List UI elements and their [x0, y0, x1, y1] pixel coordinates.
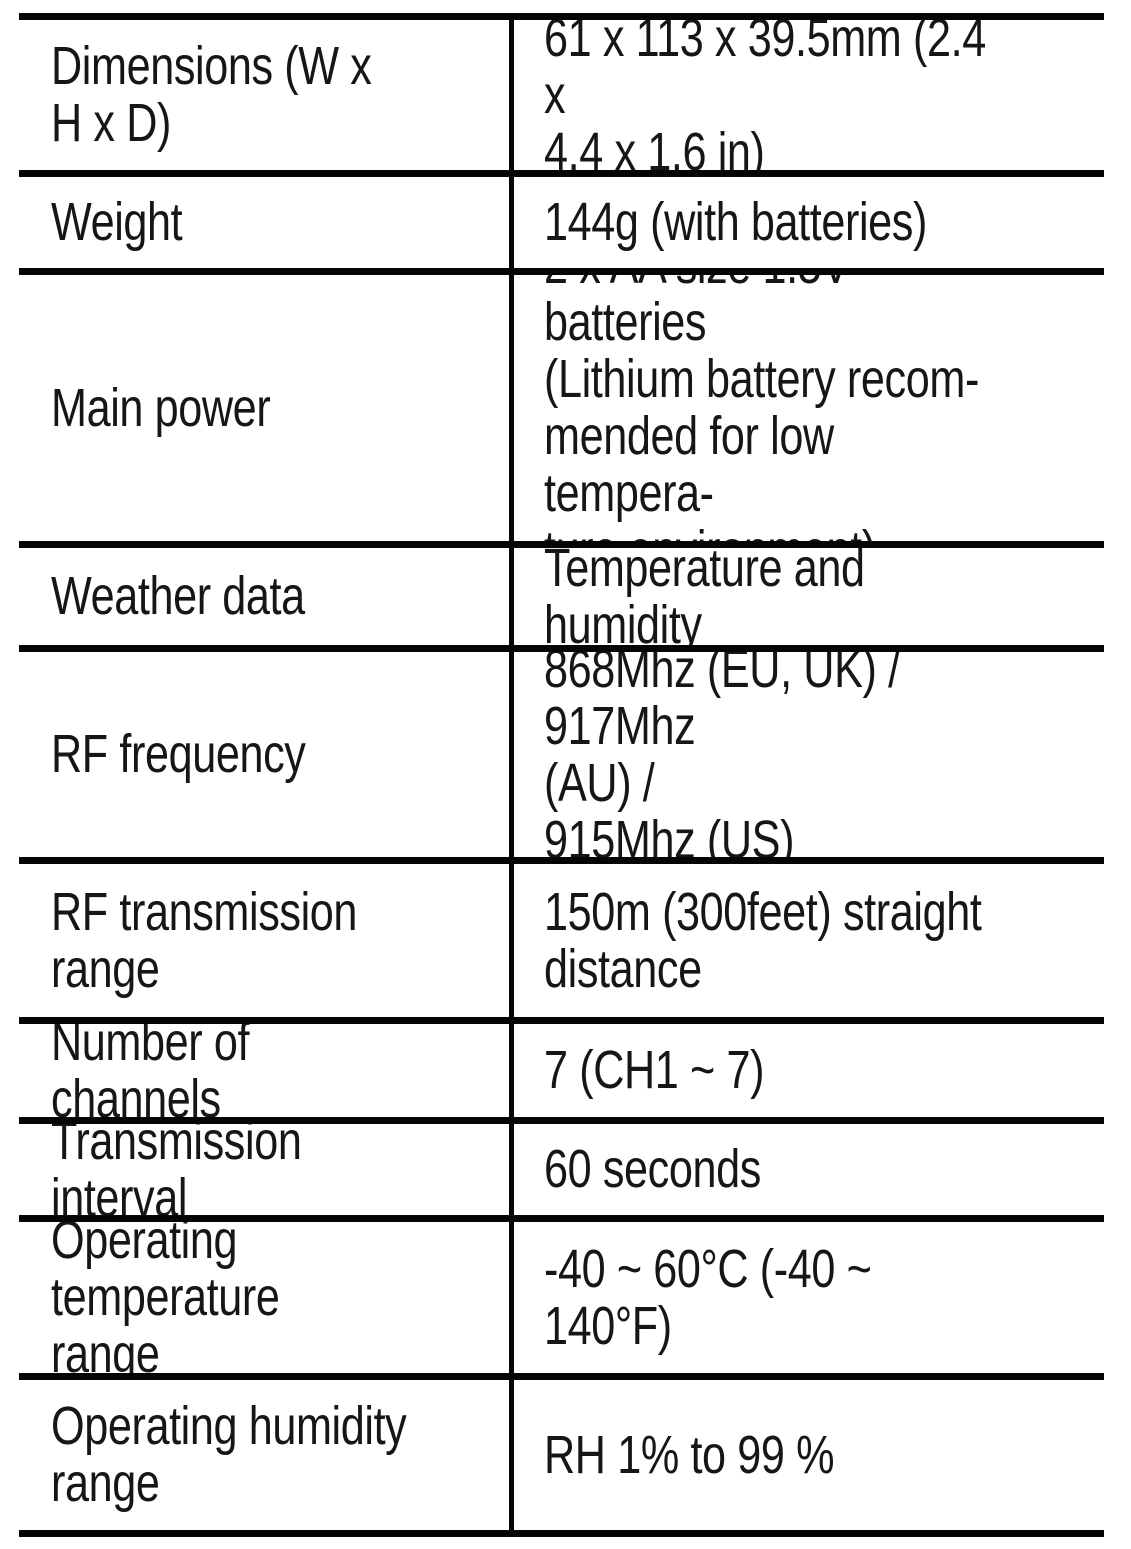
- spec-value-cell: 61 x 113 x 39.5mm (2.4 x 4.4 x 1.6 in): [514, 20, 1104, 170]
- spec-label-cell: Transmission interval: [19, 1124, 514, 1215]
- spec-label: RF transmission range: [51, 881, 358, 999]
- spec-label: Transmission interval: [51, 1124, 302, 1215]
- table-row: Main power 2 x AA size 1.5V batteries (L…: [19, 275, 1104, 548]
- spec-label-cell: Weight: [19, 177, 514, 268]
- spec-value-cell: -40 ~ 60°C (-40 ~ 140°F): [514, 1222, 1104, 1373]
- spec-value: Temperature and humidity: [544, 548, 865, 645]
- spec-label: Main power: [51, 377, 271, 438]
- spec-label-cell: Weather data: [19, 548, 514, 645]
- spec-label-cell: RF transmission range: [19, 864, 514, 1017]
- table-row: Number of channels 7 (CH1 ~ 7): [19, 1024, 1104, 1124]
- spec-value-cell: 868Mhz (EU, UK) / 917Mhz (AU) / 915Mhz (…: [514, 652, 1104, 857]
- spec-label-cell: RF frequency: [19, 652, 514, 857]
- table-row: Operating temperature range -40 ~ 60°C (…: [19, 1222, 1104, 1380]
- spec-value-cell: 2 x AA size 1.5V batteries (Lithium batt…: [514, 275, 1104, 541]
- spec-label-cell: Main power: [19, 275, 514, 541]
- spec-label: RF frequency: [51, 724, 306, 784]
- table-row: Weather data Temperature and humidity: [19, 548, 1104, 652]
- table-row: RF transmission range 150m (300feet) str…: [19, 864, 1104, 1024]
- spec-label: Weather data: [51, 566, 305, 626]
- spec-value-cell: 150m (300feet) straight distance: [514, 864, 1104, 1017]
- spec-label-cell: Operating humidity range: [19, 1380, 514, 1530]
- table-row: Transmission interval 60 seconds: [19, 1124, 1104, 1222]
- spec-label: Dimensions (W x H x D): [51, 36, 372, 153]
- spec-value: 2 x AA size 1.5V batteries (Lithium batt…: [544, 275, 979, 541]
- spec-value-cell: RH 1% to 99 %: [514, 1380, 1104, 1530]
- spec-label: Number of channels: [51, 1024, 250, 1117]
- spec-value: 150m (300feet) straight distance: [544, 881, 982, 999]
- spec-value-cell: Temperature and humidity: [514, 548, 1104, 645]
- spec-value: 868Mhz (EU, UK) / 917Mhz (AU) / 915Mhz (…: [544, 652, 900, 857]
- spec-value: 7 (CH1 ~ 7): [544, 1040, 765, 1100]
- spec-label-cell: Number of channels: [19, 1024, 514, 1117]
- spec-value: RH 1% to 99 %: [544, 1424, 835, 1485]
- spec-table: Dimensions (W x H x D) 61 x 113 x 39.5mm…: [19, 13, 1104, 1537]
- spec-value: 60 seconds: [544, 1139, 761, 1199]
- spec-label-cell: Dimensions (W x H x D): [19, 20, 514, 170]
- spec-value-cell: 60 seconds: [514, 1124, 1104, 1215]
- table-row: Operating humidity range RH 1% to 99 %: [19, 1380, 1104, 1537]
- table-row: Dimensions (W x H x D) 61 x 113 x 39.5mm…: [19, 20, 1104, 177]
- spec-label-cell: Operating temperature range: [19, 1222, 514, 1373]
- spec-value: 144g (with batteries): [544, 192, 927, 252]
- table-row: Weight 144g (with batteries): [19, 177, 1104, 275]
- spec-value: 61 x 113 x 39.5mm (2.4 x 4.4 x 1.6 in): [544, 20, 986, 170]
- spec-label: Weight: [51, 192, 183, 252]
- spec-value: -40 ~ 60°C (-40 ~ 140°F): [544, 1238, 872, 1356]
- spec-label: Operating humidity range: [51, 1396, 407, 1513]
- table-row: RF frequency 868Mhz (EU, UK) / 917Mhz (A…: [19, 652, 1104, 864]
- spec-value-cell: 144g (with batteries): [514, 177, 1104, 268]
- spec-label: Operating temperature range: [51, 1222, 280, 1373]
- spec-value-cell: 7 (CH1 ~ 7): [514, 1024, 1104, 1117]
